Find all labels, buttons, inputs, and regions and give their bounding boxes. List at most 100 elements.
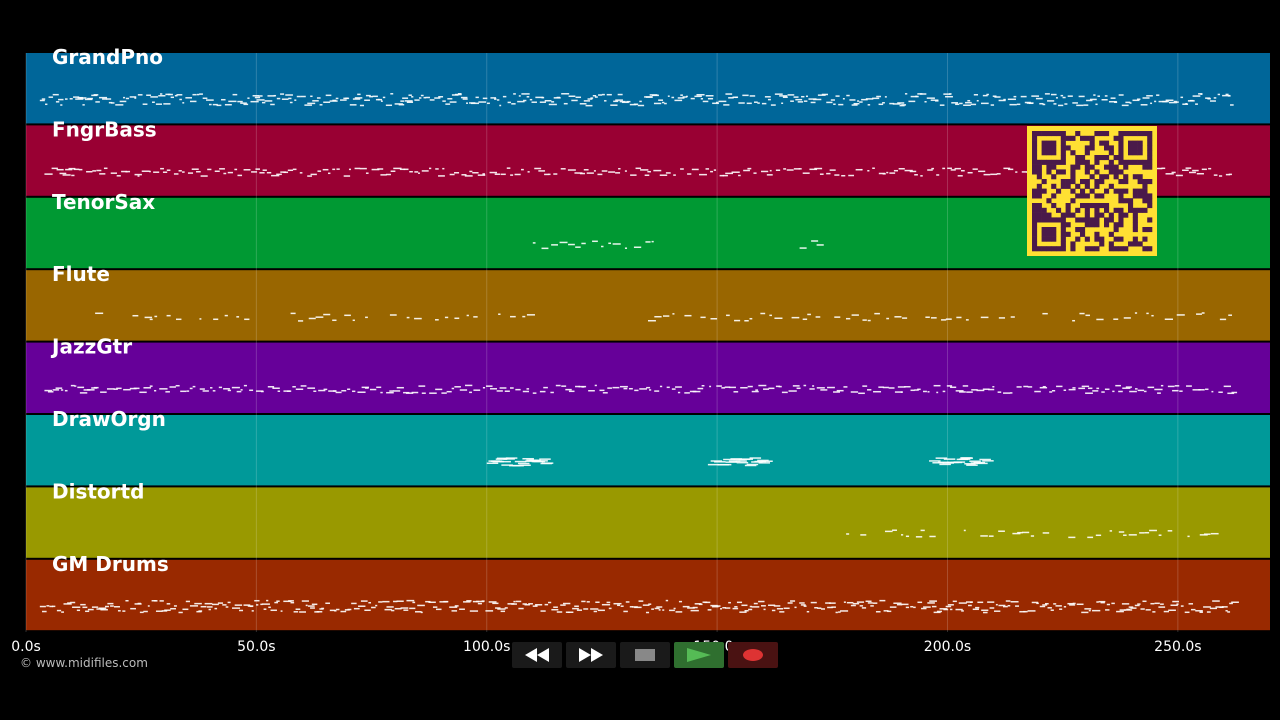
note [444,316,449,319]
qr-module [1051,227,1057,233]
qr-module [1046,217,1052,223]
note [477,602,482,605]
note [439,601,447,603]
note [758,462,771,464]
note [821,608,825,610]
note [74,385,77,387]
note [712,102,719,105]
note [239,609,244,612]
qr-module [1094,159,1100,165]
note [606,601,611,604]
record-button[interactable] [728,642,778,668]
qr-module [1137,174,1143,180]
note [728,601,731,604]
note [915,95,918,98]
qr-module [1108,164,1114,170]
note [629,103,637,106]
note [72,606,81,609]
note [325,602,330,605]
note [535,96,544,99]
note [1231,391,1238,394]
note [1009,392,1013,394]
note [610,104,618,106]
note [783,168,787,170]
qr-module [1075,164,1081,170]
note [134,97,137,99]
note [400,607,409,609]
qr-module [1147,193,1153,199]
qr-module [1099,140,1105,146]
rewind-button[interactable] [512,642,562,668]
note [307,102,316,105]
note [49,605,54,608]
qr-module [1060,241,1066,247]
note [295,608,301,611]
note [598,94,603,96]
note [199,93,203,95]
note [905,535,910,538]
note [1180,96,1184,99]
note [664,102,667,105]
note [191,168,199,170]
play-button[interactable] [674,642,724,668]
note [224,103,232,106]
stop-button[interactable] [620,642,670,668]
note [696,93,705,96]
qr-module [1036,207,1042,213]
note [130,607,136,610]
qr-module [1032,231,1038,237]
note [642,604,650,606]
qr-module [1142,227,1148,233]
note [648,319,656,322]
note [743,169,750,172]
note [58,98,64,101]
note [751,390,759,393]
qr-module [1051,203,1057,209]
note [709,385,712,388]
note [143,610,148,613]
note [876,95,882,98]
note [541,247,549,250]
note [532,392,537,394]
note [563,102,568,105]
note [107,602,114,605]
note [833,103,836,105]
note [307,605,315,607]
note [561,385,567,387]
note [680,168,684,170]
note [300,95,306,98]
note [261,603,270,605]
note [150,96,158,98]
qr-module [1118,222,1124,228]
note [199,318,202,320]
fast-forward-button[interactable] [566,642,616,668]
qr-module [1132,227,1138,233]
qr-module [1051,236,1057,242]
note [445,103,451,105]
note [966,391,973,393]
note [667,95,670,97]
note [116,387,122,390]
note [544,99,552,102]
note [399,168,406,171]
qr-module [1065,207,1071,213]
note [1152,611,1156,613]
note [418,385,426,387]
qr-module [1070,179,1076,185]
note [1084,608,1092,610]
note [280,171,286,173]
note [943,608,949,611]
note [348,168,351,171]
note [1069,604,1076,606]
qr-module [1142,188,1148,194]
note [1081,611,1089,614]
note [933,384,941,387]
note [176,94,183,96]
note [851,314,859,316]
note [810,101,816,104]
note [1031,601,1039,604]
note [835,611,838,614]
note [680,94,683,96]
qr-module [1084,212,1090,218]
note [460,96,468,99]
